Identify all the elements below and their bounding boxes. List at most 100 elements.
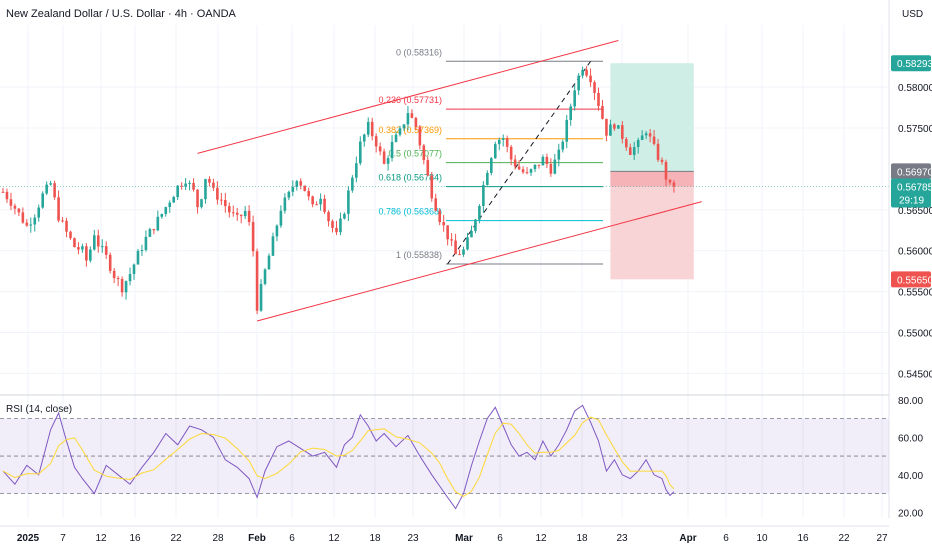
candle-body xyxy=(267,255,271,270)
candle-body xyxy=(96,235,100,247)
candle-body xyxy=(327,211,330,222)
candle-body xyxy=(549,164,553,174)
candle-body xyxy=(442,222,445,226)
candle-body xyxy=(561,141,565,150)
entry-price-badge-text: 0.56970 xyxy=(897,167,932,178)
fib-level-label: 0.5 (0.57077) xyxy=(388,149,442,159)
candle-body xyxy=(386,158,390,164)
fibonacci-retracement[interactable]: 0 (0.58316) 0.236 (0.57731) 0.382 (0.57369… xyxy=(378,47,603,265)
candle-body xyxy=(577,75,580,91)
rsi-ma-line xyxy=(2,416,675,497)
rsi-pane: 80.00 60.00 40.00 20.00 xyxy=(0,396,923,519)
candle-body xyxy=(521,169,525,173)
candle-body xyxy=(299,181,303,186)
candle-body xyxy=(243,210,247,217)
candle-body xyxy=(335,227,338,233)
candle-body xyxy=(573,90,576,107)
fib-level-label: 0.236 (0.57731) xyxy=(378,95,442,105)
time-tick-label: 22 xyxy=(170,533,182,544)
candle-body xyxy=(541,156,545,166)
time-axis[interactable]: 2025 7 12 16 22 28 Feb 6 12 18 23 Mar 6 12 18 23 Apr 6 10 1… xyxy=(0,525,889,544)
time-tick-label: 18 xyxy=(369,533,381,544)
candle-body xyxy=(291,186,295,192)
candle-body xyxy=(656,143,660,160)
candle-body xyxy=(61,220,64,222)
candle-body xyxy=(470,230,473,238)
candle-body xyxy=(180,185,183,187)
candle-body xyxy=(418,126,422,146)
candle-body xyxy=(343,213,346,219)
candle-body xyxy=(77,247,80,250)
candle-body xyxy=(57,197,60,221)
candle-body xyxy=(347,190,350,214)
candle-body xyxy=(362,134,366,142)
candle-body xyxy=(501,138,505,140)
candle-body xyxy=(303,185,307,192)
price-axis[interactable]: 0.58000 0.57500 0.56500 0.56000 0.55500 0.550… xyxy=(888,0,932,518)
candle-body xyxy=(227,206,231,213)
candle-body xyxy=(208,179,211,183)
candle-body xyxy=(263,269,267,284)
candle-body xyxy=(144,236,148,251)
candle-body xyxy=(529,169,533,173)
candle-body xyxy=(21,212,25,223)
fib-level-label: 1 (0.55838) xyxy=(396,250,442,260)
candle-body xyxy=(93,235,96,250)
candle-body xyxy=(525,172,529,174)
candle-body xyxy=(672,182,676,187)
price-tick-label: 0.58000 xyxy=(898,83,932,94)
candle-body xyxy=(239,214,243,217)
candle-body xyxy=(446,225,449,240)
candle-body xyxy=(398,128,402,135)
candle-body xyxy=(287,191,291,198)
price-tick-label: 0.55000 xyxy=(898,328,932,339)
time-tick-label: 12 xyxy=(535,533,547,544)
candle-body xyxy=(597,92,600,107)
candle-body xyxy=(73,238,76,248)
time-tick-label: 2025 xyxy=(17,533,40,544)
candle-body xyxy=(116,278,120,280)
candle-body xyxy=(231,212,235,214)
candle-body xyxy=(100,246,104,248)
current-price-text: 0.56785 xyxy=(897,183,932,194)
time-tick-label: 18 xyxy=(576,533,588,544)
candle-body xyxy=(65,220,68,232)
candle-body xyxy=(359,141,362,164)
candle-body xyxy=(279,210,283,226)
candle-body xyxy=(212,182,215,188)
candle-body xyxy=(164,207,168,214)
candle-body xyxy=(454,240,457,255)
candle-body xyxy=(5,191,9,200)
countdown-text: 29:19 xyxy=(899,196,924,207)
price-tick-label: 0.54500 xyxy=(898,369,932,380)
time-tick-label: 23 xyxy=(407,533,419,544)
candle-body xyxy=(204,179,207,200)
target-price-badge xyxy=(891,55,931,72)
candle-body xyxy=(132,264,136,275)
candle-body xyxy=(259,283,263,311)
time-tick-label: Mar xyxy=(455,533,473,544)
candle-body xyxy=(176,185,179,198)
candle-body xyxy=(156,216,160,231)
candle-body xyxy=(490,158,493,173)
candle-body xyxy=(434,198,438,211)
candle-body xyxy=(9,199,13,206)
time-tick-label: 10 xyxy=(756,533,768,544)
candle-body xyxy=(235,212,239,215)
candle-body xyxy=(624,138,628,148)
candle-body xyxy=(458,254,461,256)
candle-body xyxy=(120,279,124,293)
price-channel[interactable] xyxy=(197,40,702,322)
candle-body xyxy=(224,200,227,207)
time-tick-label: 28 xyxy=(212,533,224,544)
candle-body xyxy=(351,177,354,191)
time-tick-label: 23 xyxy=(616,533,628,544)
candle-body xyxy=(450,239,453,241)
candle-body xyxy=(517,166,521,170)
candles xyxy=(0,66,889,315)
candle-body xyxy=(108,254,112,271)
candle-body xyxy=(640,135,644,140)
time-tick-label: 27 xyxy=(876,533,888,544)
rsi-line xyxy=(2,404,675,510)
